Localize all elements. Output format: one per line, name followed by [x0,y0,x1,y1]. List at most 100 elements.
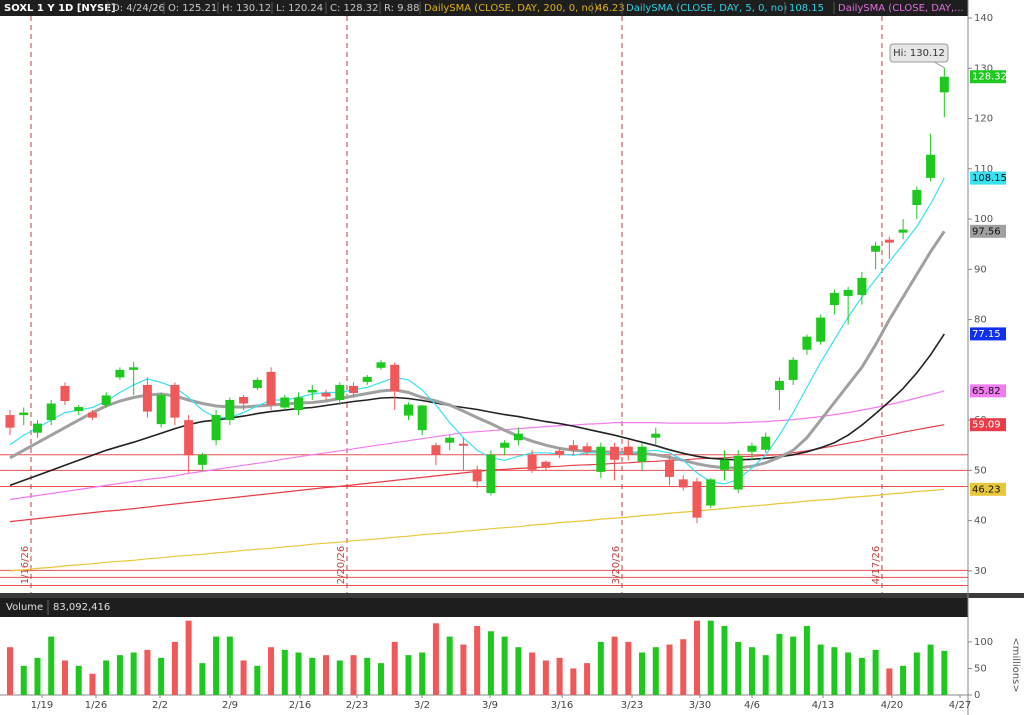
candle-body [19,412,29,416]
x-tick-label: 3/16 [551,700,573,711]
header-text: DailySMA (CLOSE, DAY, 5, 0, no) [626,3,787,14]
candle-body [582,446,592,452]
candle-body [596,446,606,472]
hi-label-box [889,43,949,63]
volume-bar [556,657,563,695]
candle-body [403,404,413,416]
header-text: SOXL 1 Y 1D [NYSE] [4,3,116,14]
moving-average [9,230,946,470]
volume-bar [460,644,467,695]
volume-bar [336,660,343,695]
volume-bar [487,631,494,695]
volume-value: 83,092,416 [53,602,110,613]
candle-body [184,420,194,456]
volume-bar [171,641,178,695]
candle-body [719,459,729,470]
volume-bar [913,652,920,695]
candle-body [60,385,70,402]
candle-body [774,380,784,390]
volume-bar [597,641,604,695]
candle-body [239,396,249,404]
value-label-box [970,171,1006,185]
header-text: O: 125.21 [168,3,217,14]
x-tick-label: 3/23 [621,700,643,711]
header-text: R: 9.88 [384,3,419,14]
candle-body [472,469,482,482]
candle-body [32,423,42,433]
volume-bar [405,655,412,695]
candle-body [417,405,427,431]
candle-body [857,277,867,295]
candle-body [307,389,317,393]
volume-bar [515,647,522,695]
y-tick-label: 140 [974,13,993,24]
y-tick-label: 40 [974,516,987,527]
date-marker-label: 3/20/26 [611,546,622,585]
x-tick-label: 3/2 [414,700,430,711]
value-label: 108.15 [972,173,1007,184]
volume-bar [419,652,426,695]
candle-body [610,446,620,460]
volume-bar [75,665,82,695]
volume-bar [158,657,165,695]
volume-bar [735,641,742,695]
y-tick-label: 120 [974,114,993,125]
y-tick-label: 130 [974,63,993,74]
y-tick-label: 80 [974,315,987,326]
volume-bar [391,641,398,695]
candle-body [142,384,152,412]
date-marker-label: 1/16/26 [20,546,31,585]
volume-bar [927,644,934,695]
volume-bar [680,639,687,695]
candle-body [252,379,262,388]
volume-bar [309,657,316,695]
candle-body [500,442,510,448]
x-tick-label: 2/2 [152,700,168,711]
volume-bar [48,636,55,695]
y-tick-label: 110 [974,164,993,175]
y-tick-label: 90 [974,264,987,275]
candle-body [651,433,661,438]
x-tick-label: 3/30 [689,700,711,711]
candle-body [349,385,358,393]
volume-bar [103,660,110,695]
candle-body [912,189,922,205]
volume-axis-label: <millions> [1010,637,1021,692]
volume-bar [295,652,302,695]
candle-body [788,359,798,380]
hi-leader [934,61,945,69]
hi-label: Hi: 130.12 [893,48,945,59]
x-tick-label: 4/6 [744,700,760,711]
candle-body [321,392,331,397]
candle-body [458,443,468,446]
candle-body [294,397,304,411]
volume-bar [364,657,371,695]
y-tick-label: 100 [974,637,993,648]
candle-body [623,446,633,455]
candle-body [74,407,84,412]
x-tick-label: 3/9 [482,700,498,711]
value-label-box [970,418,1006,432]
y-tick-label: 0 [974,690,980,701]
header-text: DailySMA (CLOSE, DAY, 200, 0, no) [424,3,598,14]
value-label-box [970,384,1006,398]
candle-body [170,384,180,418]
header-text: 46.23 [596,3,625,14]
header-text: 108.15 [789,3,824,14]
x-tick-label: 4/13 [812,700,834,711]
volume-bar [213,636,220,695]
value-label: 77.15 [972,329,1001,340]
x-tick-label: 2/16 [289,700,311,711]
candle-body [761,436,771,450]
volume-bar [34,657,41,695]
value-label: 97.56 [972,226,1001,237]
candle-body [816,317,826,342]
candle-body [939,76,949,93]
volume-bar [831,647,838,695]
candle-body [376,362,386,368]
volume-bar [323,655,330,695]
volume-bar [900,665,907,695]
volume-bar [817,644,824,695]
x-tick-label: 2/23 [346,700,368,711]
volume-bar [199,663,206,695]
